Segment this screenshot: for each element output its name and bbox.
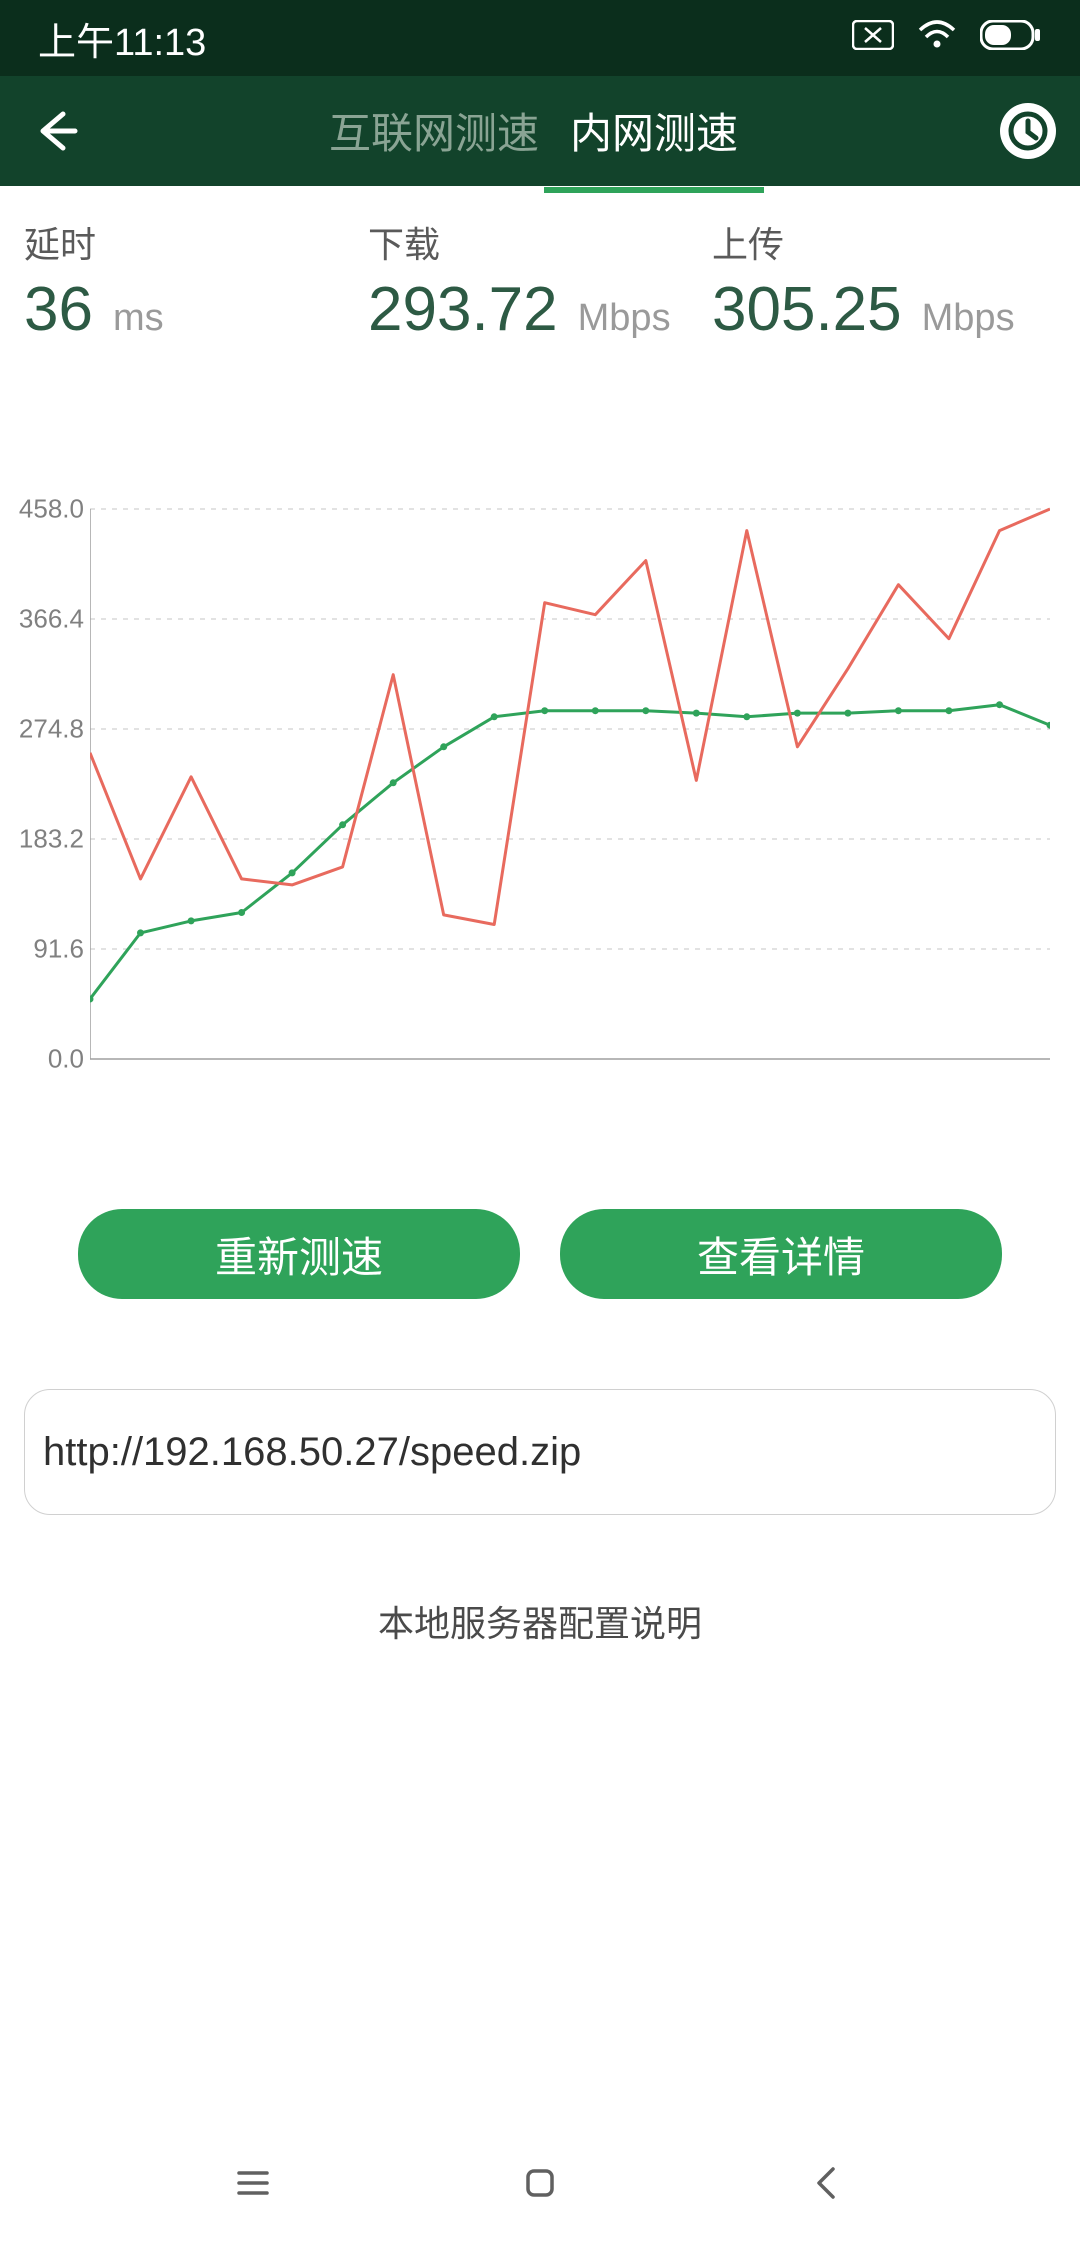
tab-internet-speed[interactable]: 互联网测速 xyxy=(324,72,544,191)
tab-label: 内网测速 xyxy=(570,110,738,157)
back-button[interactable] xyxy=(24,99,88,163)
config-link-label: 本地服务器配置说明 xyxy=(378,1603,702,1644)
chart-plot-area xyxy=(90,499,1050,1089)
chart-y-tick: 366.4 xyxy=(19,604,84,635)
button-label: 重新测速 xyxy=(215,1224,383,1285)
retest-button[interactable]: 重新测速 xyxy=(78,1209,520,1299)
status-icons xyxy=(852,17,1042,60)
stats-row: 延时 36 ms 下载 293.72 Mbps 上传 305.25 Mbps xyxy=(0,186,1080,359)
tab-underline xyxy=(544,187,764,193)
nav-home-icon[interactable] xyxy=(515,2158,565,2208)
stat-upload: 上传 305.25 Mbps xyxy=(712,216,1056,345)
status-time: 上午11:13 xyxy=(38,11,206,66)
action-buttons: 重新测速 查看详情 xyxy=(0,1089,1080,1299)
chart-y-tick: 183.2 xyxy=(19,824,84,855)
stat-label: 下载 xyxy=(368,216,712,268)
stat-label: 延时 xyxy=(24,216,368,268)
chart-y-tick: 458.0 xyxy=(19,494,84,525)
url-box[interactable] xyxy=(24,1389,1056,1515)
status-bar: 上午11:13 xyxy=(0,0,1080,76)
stat-value: 36 xyxy=(24,274,93,345)
tabs: 互联网测速 内网测速 xyxy=(88,72,1000,191)
wifi-icon xyxy=(916,17,958,60)
tab-label: 互联网测速 xyxy=(329,110,539,157)
stat-download: 下载 293.72 Mbps xyxy=(368,216,712,345)
chart-y-tick: 91.6 xyxy=(33,934,84,965)
stat-unit: ms xyxy=(113,297,164,340)
stat-unit: Mbps xyxy=(922,297,1015,340)
stat-latency: 延时 36 ms xyxy=(24,216,368,345)
stat-value: 293.72 xyxy=(368,274,558,345)
no-sim-icon xyxy=(852,17,894,60)
url-input[interactable] xyxy=(43,1430,1037,1475)
stat-value: 305.25 xyxy=(712,274,902,345)
nav-recent-icon[interactable] xyxy=(228,2158,278,2208)
nav-back-icon[interactable] xyxy=(802,2158,852,2208)
chart-y-tick: 274.8 xyxy=(19,714,84,745)
android-nav-bar xyxy=(0,2118,1080,2248)
config-link[interactable]: 本地服务器配置说明 xyxy=(0,1595,1080,1647)
chart-y-labels: 458.0366.4274.8183.291.60.0 xyxy=(0,499,90,1089)
speed-chart: 458.0366.4274.8183.291.60.0 xyxy=(0,499,1080,1089)
stat-unit: Mbps xyxy=(578,297,671,340)
app-header: 互联网测速 内网测速 xyxy=(0,76,1080,186)
button-label: 查看详情 xyxy=(697,1224,865,1285)
stat-label: 上传 xyxy=(712,216,1056,268)
detail-button[interactable]: 查看详情 xyxy=(560,1209,1002,1299)
history-button[interactable] xyxy=(1000,103,1056,159)
chart-y-tick: 0.0 xyxy=(48,1044,84,1075)
battery-icon xyxy=(980,17,1042,60)
tab-lan-speed[interactable]: 内网测速 xyxy=(544,72,764,191)
